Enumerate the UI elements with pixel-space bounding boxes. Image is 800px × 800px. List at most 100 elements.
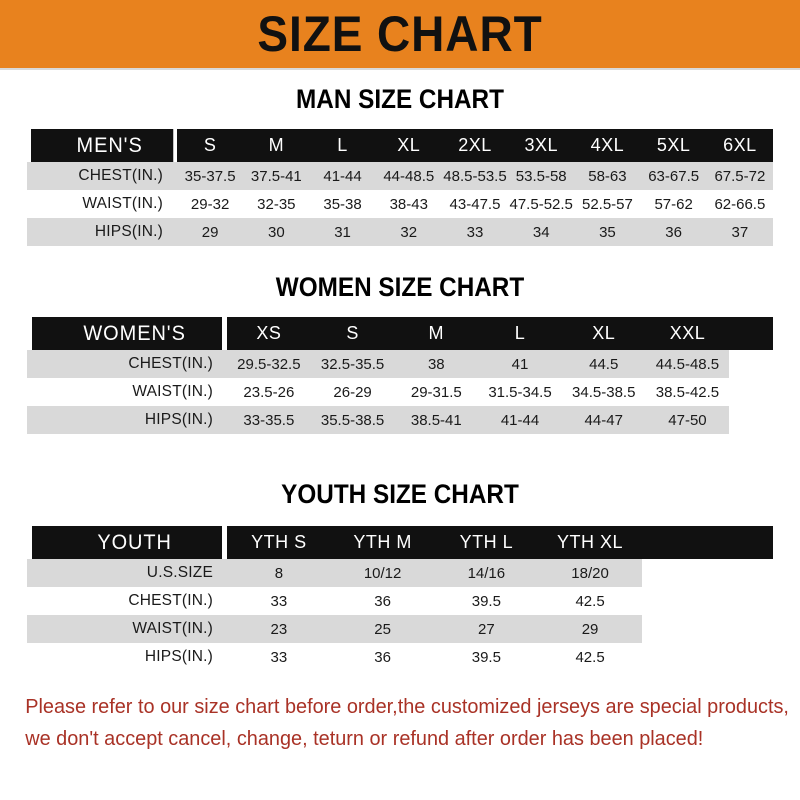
youth-measurement-cell: 36 [330,643,435,671]
youth-size-table: YOUTH YTH S YTH M YTH L YTH XL U.S.SIZE 8 10/1… [27,526,773,671]
women-size-table: WOMEN'S XS S M L XL XXL CHEST(IN.) 29.5-32.5 32.… [27,317,773,434]
youth-row-filler [641,643,773,671]
youth-measurement-cell: 14/16 [434,559,539,587]
women-measurement-cell: 23.5-26 [227,378,311,406]
men-measurement-cell: 57-62 [640,190,707,218]
men-measurement-cell: 35-38 [309,190,376,218]
youth-row-label: WAIST(IN.) [27,615,227,643]
women-row-filler [729,378,773,406]
men-measurement-cell: 29-32 [177,190,244,218]
women-measurement-cell: 32.5-35.5 [310,350,395,378]
women-size-header: S [310,317,395,350]
youth-row-label: CHEST(IN.) [27,587,227,615]
men-size-header: 5XL [640,129,707,162]
men-size-header: 2XL [441,129,509,162]
men-row-label: CHEST(IN.) [27,162,177,190]
youth-measurement-cell: 8 [227,559,331,587]
men-measurement-cell: 35-37.5 [177,162,244,190]
men-size-header: 6XL [706,129,773,162]
women-measurement-cell: 33-35.5 [227,406,311,434]
youth-measurement-cell: 25 [330,615,435,643]
women-measurement-cell: 29-31.5 [394,378,479,406]
women-measurement-cell: 44.5-48.5 [645,350,730,378]
women-size-header: L [478,317,562,350]
youth-row-label: HIPS(IN.) [27,643,227,671]
men-size-header: L [309,129,376,162]
women-measurement-cell: 31.5-34.5 [478,378,562,406]
order-policy-note-line-1: Please refer to our size chart before or… [25,695,789,718]
men-measurement-cell: 62-66.5 [706,190,773,218]
women-measurement-cell: 44-47 [561,406,646,434]
men-measurement-cell: 32-35 [243,190,310,218]
women-row-filler [729,406,773,434]
table-row: HIPS(IN.) 29 30 31 32 33 34 35 36 37 [27,218,773,246]
youth-row-label: U.S.SIZE [27,559,227,587]
youth-measurement-cell: 23 [227,615,331,643]
men-section-title: MAN SIZE CHART [296,84,504,114]
youth-measurement-cell: 18/20 [538,559,642,587]
men-measurement-cell: 67.5-72 [706,162,773,190]
men-measurement-cell: 30 [243,218,310,246]
men-measurement-cell: 44-48.5 [375,162,442,190]
page-title: SIZE CHART [257,6,543,62]
men-table-body: MEN'S S M L XL 2XL 3XL 4XL 5XL 6XL CHEST(IN.) 35-3… [27,129,773,246]
table-row: CHEST(IN.) 33 36 39.5 42.5 [27,587,773,615]
youth-measurement-cell: 36 [330,587,435,615]
men-measurement-cell: 31 [309,218,376,246]
order-policy-note: Please refer to our size chart before or… [0,691,789,755]
youth-table-body: YOUTH YTH S YTH M YTH L YTH XL U.S.SIZE 8 10/1… [27,526,773,671]
women-measurement-cell: 26-29 [310,378,395,406]
men-measurement-cell: 29 [177,218,244,246]
women-header-label: WOMEN'S [32,317,222,350]
table-row: CHEST(IN.) 35-37.5 37.5-41 41-44 44-48.5 48.5… [27,162,773,190]
men-measurement-cell: 32 [375,218,442,246]
men-measurement-cell: 47.5-52.5 [508,190,575,218]
women-section: WOMEN SIZE CHART WOMEN'S XS S M L XL XXL CHEST… [0,272,800,434]
men-measurement-cell: 36 [640,218,707,246]
youth-header-label: YOUTH [32,526,222,559]
women-size-header: XS [227,317,311,350]
men-header-label: MEN'S [30,129,174,162]
women-row-label: HIPS(IN.) [27,406,227,434]
men-size-header: XL [375,129,442,162]
youth-measurement-cell: 29 [538,615,642,643]
men-size-header: 3XL [508,129,575,162]
youth-size-header: YTH M [330,526,435,559]
men-measurement-cell: 34 [508,218,575,246]
women-row-filler [729,350,773,378]
women-header-row: WOMEN'S XS S M L XL XXL [27,317,773,350]
women-measurement-cell: 38 [394,350,479,378]
youth-measurement-cell: 33 [227,587,331,615]
women-measurement-cell: 34.5-38.5 [561,378,646,406]
youth-measurement-cell: 39.5 [434,587,539,615]
men-measurement-cell: 48.5-53.5 [441,162,509,190]
youth-header-row: YOUTH YTH S YTH M YTH L YTH XL [27,526,773,559]
women-measurement-cell: 47-50 [645,406,730,434]
youth-size-header: YTH XL [538,526,642,559]
youth-section-title: YOUTH SIZE CHART [281,479,519,509]
table-row: HIPS(IN.) 33 36 39.5 42.5 [27,643,773,671]
men-size-header: M [243,129,310,162]
men-size-header: 4XL [574,129,641,162]
men-measurement-cell: 53.5-58 [508,162,575,190]
men-row-label: HIPS(IN.) [27,218,177,246]
youth-measurement-cell: 10/12 [330,559,435,587]
youth-measurement-cell: 27 [434,615,539,643]
men-measurement-cell: 43-47.5 [441,190,509,218]
men-size-table: MEN'S S M L XL 2XL 3XL 4XL 5XL 6XL CHEST(IN.) 35-3… [27,129,773,246]
women-table-body: WOMEN'S XS S M L XL XXL CHEST(IN.) 29.5-32.5 32.… [27,317,773,434]
women-row-label: CHEST(IN.) [27,350,227,378]
men-measurement-cell: 37.5-41 [243,162,310,190]
women-measurement-cell: 41 [478,350,562,378]
youth-measurement-cell: 42.5 [538,643,642,671]
women-measurement-cell: 38.5-41 [394,406,479,434]
youth-measurement-cell: 33 [227,643,331,671]
table-row: WAIST(IN.) 29-32 32-35 35-38 38-43 43-47.5 47.… [27,190,773,218]
women-size-header: XL [561,317,646,350]
men-measurement-cell: 58-63 [574,162,641,190]
men-size-header: S [177,129,244,162]
men-measurement-cell: 37 [706,218,773,246]
youth-row-filler [641,559,773,587]
youth-section: YOUTH SIZE CHART YOUTH YTH S YTH M YTH L YTH… [0,479,800,671]
